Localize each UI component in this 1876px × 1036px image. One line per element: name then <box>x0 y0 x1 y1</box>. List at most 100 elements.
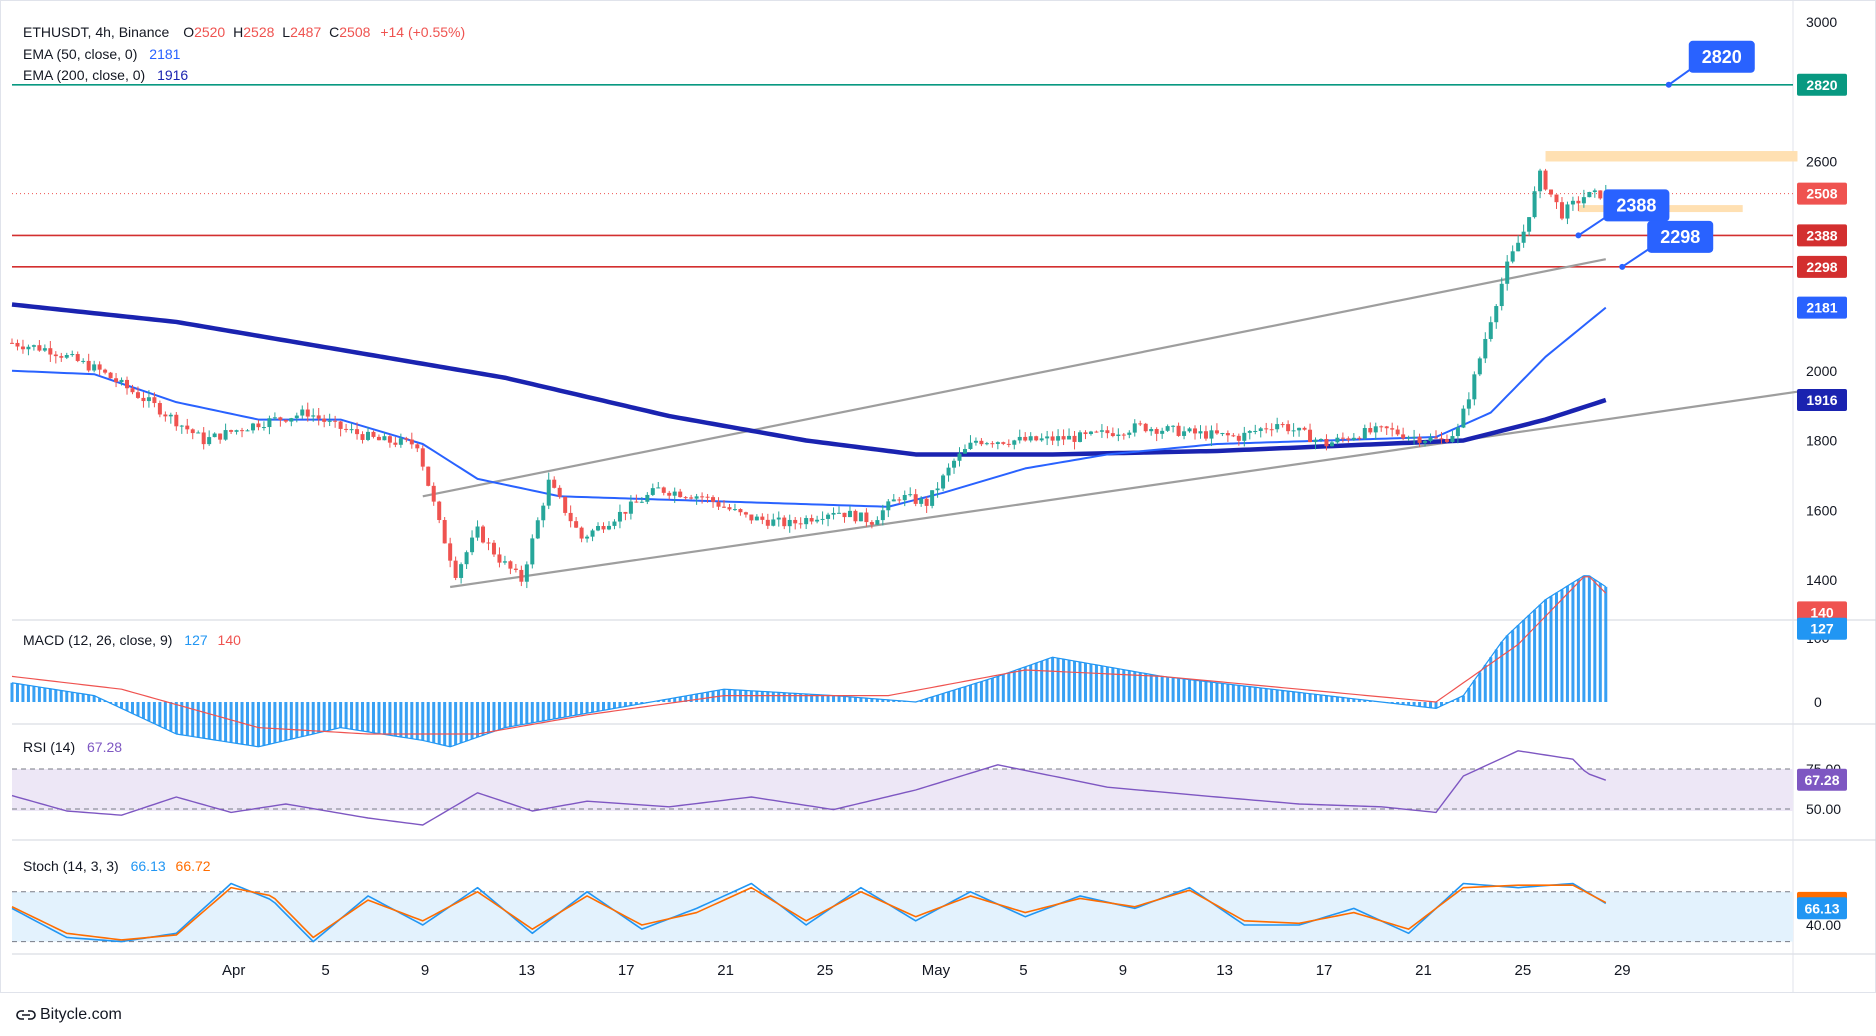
candle-body <box>787 519 792 527</box>
candle-body <box>1521 231 1526 243</box>
macd-histogram-bar <box>344 702 348 729</box>
stoch-legend[interactable]: Stoch (14, 3, 3) 66.13 66.72 <box>23 858 211 874</box>
macd-histogram-bar <box>152 702 156 724</box>
macd-histogram-bar <box>1396 702 1400 704</box>
macd-histogram-bar <box>1352 698 1356 702</box>
macd-histogram-bar <box>120 702 124 709</box>
resistance-zone <box>1545 151 1798 162</box>
macd-histogram-bar <box>1116 668 1120 702</box>
macd-histogram-bar <box>1155 675 1159 702</box>
candle-body <box>519 569 524 582</box>
candle-body <box>1335 437 1340 443</box>
candle-body <box>234 430 239 432</box>
candle-body <box>995 442 1000 444</box>
close-label: C <box>329 24 340 40</box>
candle-body <box>1017 436 1022 441</box>
macd-histogram-bar <box>1368 700 1372 702</box>
candle-body <box>31 345 36 347</box>
macd-histogram-bar <box>92 695 96 702</box>
candle-body <box>1138 423 1143 425</box>
macd-histogram-bar <box>1007 672 1011 702</box>
macd-histogram-bar <box>246 702 250 746</box>
ema200-label: EMA (200, close, 0) <box>23 67 146 83</box>
macd-histogram-bar <box>1281 690 1285 702</box>
macd-histogram-bar <box>974 683 978 702</box>
candle-body <box>283 419 288 422</box>
macd-histogram-bar <box>267 702 271 745</box>
macd-histogram-bar <box>656 700 660 702</box>
macd-histogram-bar <box>486 702 490 734</box>
candle-body <box>1050 436 1055 441</box>
macd-histogram-bar <box>1429 702 1433 708</box>
candle-body <box>864 512 869 523</box>
candle-body <box>689 497 694 499</box>
rsi-legend[interactable]: RSI (14) 67.28 <box>23 739 122 755</box>
price-badge-2388 <box>1797 224 1847 247</box>
macd-histogram-bar <box>454 702 458 745</box>
macd-histogram-bar <box>1544 599 1548 702</box>
candle-body <box>497 554 502 563</box>
macd-histogram-bar <box>985 679 989 702</box>
candle-body <box>1466 399 1471 409</box>
macd-histogram-bar <box>1220 683 1224 702</box>
macd-histogram-bar <box>1576 579 1580 702</box>
macd-histogram-bar <box>777 692 781 702</box>
candle-body <box>453 560 458 578</box>
macd-histogram-bar <box>1237 685 1241 702</box>
candle-body <box>1067 435 1072 440</box>
macd-histogram-bar <box>322 702 326 732</box>
ema50-legend[interactable]: EMA (50, close, 0) 2181 <box>23 46 180 62</box>
macd-histogram-bar <box>1100 665 1104 702</box>
candle-body <box>322 418 327 422</box>
open-value: 2520 <box>194 24 226 40</box>
candle-body <box>1576 200 1581 204</box>
candle-body <box>1483 338 1488 359</box>
macd-histogram-bar <box>273 702 277 743</box>
macd-histogram-bar <box>1560 589 1564 702</box>
macd-histogram-bar <box>1489 657 1493 702</box>
macd-histogram-bar <box>229 702 233 743</box>
macd-histogram-bar <box>1188 679 1192 702</box>
time-tick-label: 9 <box>421 962 429 979</box>
candle-body <box>26 346 31 350</box>
candle-body <box>146 397 151 402</box>
macd-histogram-bar <box>771 692 775 702</box>
macd-histogram-bar <box>1182 678 1186 702</box>
candle-body <box>1253 430 1258 432</box>
price-badge-1916-text: 1916 <box>1806 392 1837 408</box>
candle-body <box>743 512 748 515</box>
candle-body <box>64 355 69 358</box>
candle-body <box>37 345 42 351</box>
macd-histogram-bar <box>235 702 239 744</box>
macd-histogram-bar <box>1078 662 1082 702</box>
high-value: 2528 <box>243 24 275 40</box>
candle-body <box>760 516 765 520</box>
macd-histogram-bar <box>382 702 386 735</box>
macd-histogram-bar <box>607 702 611 710</box>
candle-body <box>749 514 754 521</box>
macd-histogram-bar <box>552 702 556 719</box>
macd-histogram-bar <box>1023 666 1027 702</box>
macd-histogram-bar <box>371 702 375 733</box>
callout-anchor <box>1575 232 1582 239</box>
candle-body <box>990 443 995 445</box>
macd-histogram-bar <box>1286 691 1290 702</box>
macd-legend[interactable]: MACD (12, 26, close, 9) 127 140 <box>23 632 241 648</box>
macd-histogram-bar <box>1346 698 1350 702</box>
macd-histogram-bar <box>448 702 452 747</box>
candle-body <box>393 442 398 445</box>
symbol-line: ETHUSDT, 4h, Binance <box>23 24 170 40</box>
price-badge-1916 <box>1797 389 1847 412</box>
candle-body <box>574 521 579 528</box>
macd-histogram-bar <box>37 687 41 702</box>
brand-footer[interactable]: Bitycle.com <box>16 1006 122 1024</box>
candle-body <box>1001 442 1006 444</box>
macd-histogram-bar <box>317 702 321 733</box>
macd-histogram-bar <box>300 702 304 737</box>
macd-histogram-bar <box>1018 668 1022 702</box>
ema200-legend[interactable]: EMA (200, close, 0) 1916 <box>23 67 188 83</box>
candle-body <box>897 499 902 501</box>
candle-body <box>371 431 376 437</box>
callout-text-2298: 2298 <box>1660 227 1700 247</box>
